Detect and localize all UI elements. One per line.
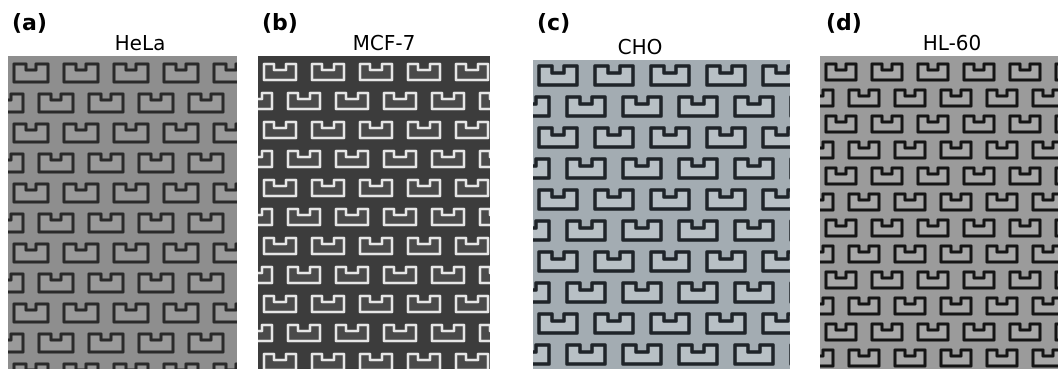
panel-label: (d) (826, 11, 862, 36)
panel-label: (b) (262, 11, 298, 36)
micrograph (533, 60, 790, 369)
panel-title: HeLa (115, 31, 166, 55)
panel-title: MCF-7 (353, 31, 416, 55)
panel-title: HL-60 (923, 31, 982, 55)
panel-label: (c) (537, 11, 570, 36)
panel-title: CHO (618, 35, 663, 59)
micrograph (820, 56, 1058, 369)
panel-label: (a) (12, 11, 47, 36)
micrograph (258, 56, 490, 369)
figure: (a) HeLa (b) MCF-7 (c) CHO (d) HL-60 (0, 0, 1058, 369)
micrograph (8, 56, 237, 369)
